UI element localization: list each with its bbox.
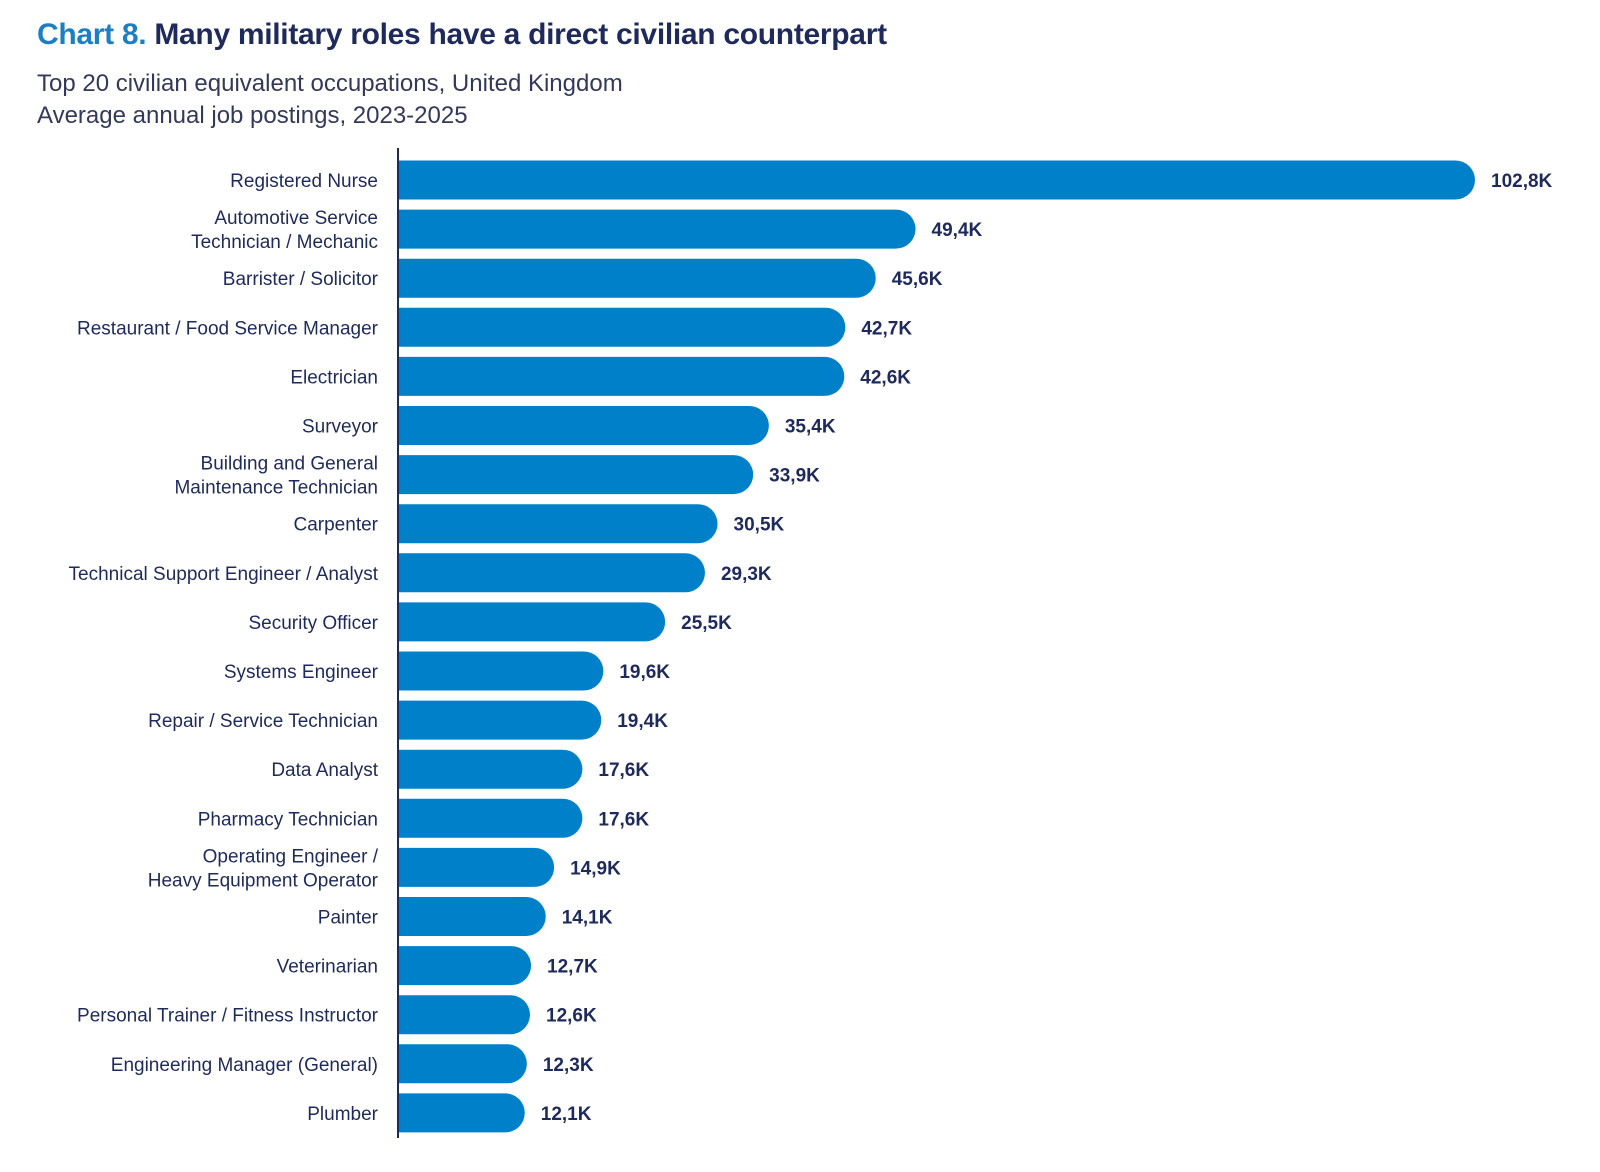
- value-label: 33,9K: [769, 466, 820, 487]
- category-label: Security Officer: [248, 613, 378, 634]
- category-label: Technical Support Engineer / Analyst: [69, 564, 379, 585]
- bar: [398, 602, 666, 642]
- value-label: 49,4K: [932, 220, 983, 241]
- value-label: 19,6K: [619, 662, 670, 683]
- category-label: Automotive Service Technician / Mechanic: [191, 208, 378, 253]
- value-label: 17,6K: [598, 809, 649, 830]
- value-label: 12,3K: [543, 1055, 594, 1076]
- category-label: Personal Trainer / Fitness Instructor: [77, 1006, 379, 1027]
- value-label: 17,6K: [598, 760, 649, 781]
- category-label: Restaurant / Food Service Manager: [77, 318, 379, 339]
- bar: [398, 995, 530, 1035]
- category-label: Systems Engineer: [224, 662, 379, 683]
- value-label: 42,7K: [861, 318, 912, 339]
- bar: [398, 209, 916, 249]
- value-label: 12,7K: [547, 957, 598, 978]
- bar: [398, 749, 583, 789]
- category-label: Carpenter: [294, 515, 379, 536]
- value-label: 12,1K: [541, 1104, 592, 1125]
- value-label: 14,1K: [562, 908, 613, 929]
- category-label: Registered Nurse: [230, 171, 378, 192]
- category-label: Electrician: [290, 367, 378, 388]
- bar: [398, 258, 876, 298]
- bar: [398, 160, 1476, 200]
- bar: [398, 1093, 525, 1133]
- bar: [398, 553, 705, 593]
- bar: [398, 455, 754, 495]
- value-label: 35,4K: [785, 417, 836, 438]
- bar: [398, 356, 845, 396]
- value-label: 29,3K: [721, 564, 772, 585]
- chart-subtitle-line-2: Average annual job postings, 2023-2025: [37, 102, 468, 129]
- bar: [398, 798, 583, 838]
- category-label: Building and General Maintenance Technici…: [174, 454, 378, 499]
- chart-heading: Chart 8. Many military roles have a dire…: [37, 18, 887, 52]
- category-label: Operating Engineer / Heavy Equipment Oper…: [148, 846, 379, 891]
- category-label: Repair / Service Technician: [148, 711, 378, 732]
- bar: [398, 651, 604, 691]
- chart-title: Many military roles have a direct civili…: [154, 18, 887, 51]
- category-label: Data Analyst: [271, 760, 378, 781]
- category-label: Pharmacy Technician: [198, 809, 378, 830]
- value-label: 12,6K: [546, 1006, 597, 1027]
- value-label: 25,5K: [681, 613, 732, 634]
- bar: [398, 847, 555, 887]
- category-label: Barrister / Solicitor: [223, 269, 379, 290]
- category-label: Engineering Manager (General): [111, 1055, 378, 1076]
- value-label: 45,6K: [892, 269, 943, 290]
- category-label: Surveyor: [302, 417, 379, 438]
- value-label: 42,6K: [860, 367, 911, 388]
- bar: [398, 1044, 527, 1084]
- value-label: 19,4K: [617, 711, 668, 732]
- value-label: 30,5K: [734, 515, 785, 536]
- category-label: Painter: [318, 908, 379, 929]
- bar: [398, 406, 769, 445]
- chart-subtitle-line-1: Top 20 civilian equivalent occupations, …: [37, 70, 623, 97]
- bar: [398, 897, 546, 936]
- chart-number: Chart 8.: [37, 18, 147, 51]
- bar: [398, 307, 846, 347]
- bar: [398, 700, 602, 740]
- bar: [398, 946, 532, 986]
- category-label: Veterinarian: [277, 957, 378, 978]
- value-label: 102,8K: [1491, 171, 1553, 192]
- value-label: 14,9K: [570, 858, 621, 879]
- category-label: Plumber: [307, 1104, 378, 1125]
- bar: [398, 504, 718, 544]
